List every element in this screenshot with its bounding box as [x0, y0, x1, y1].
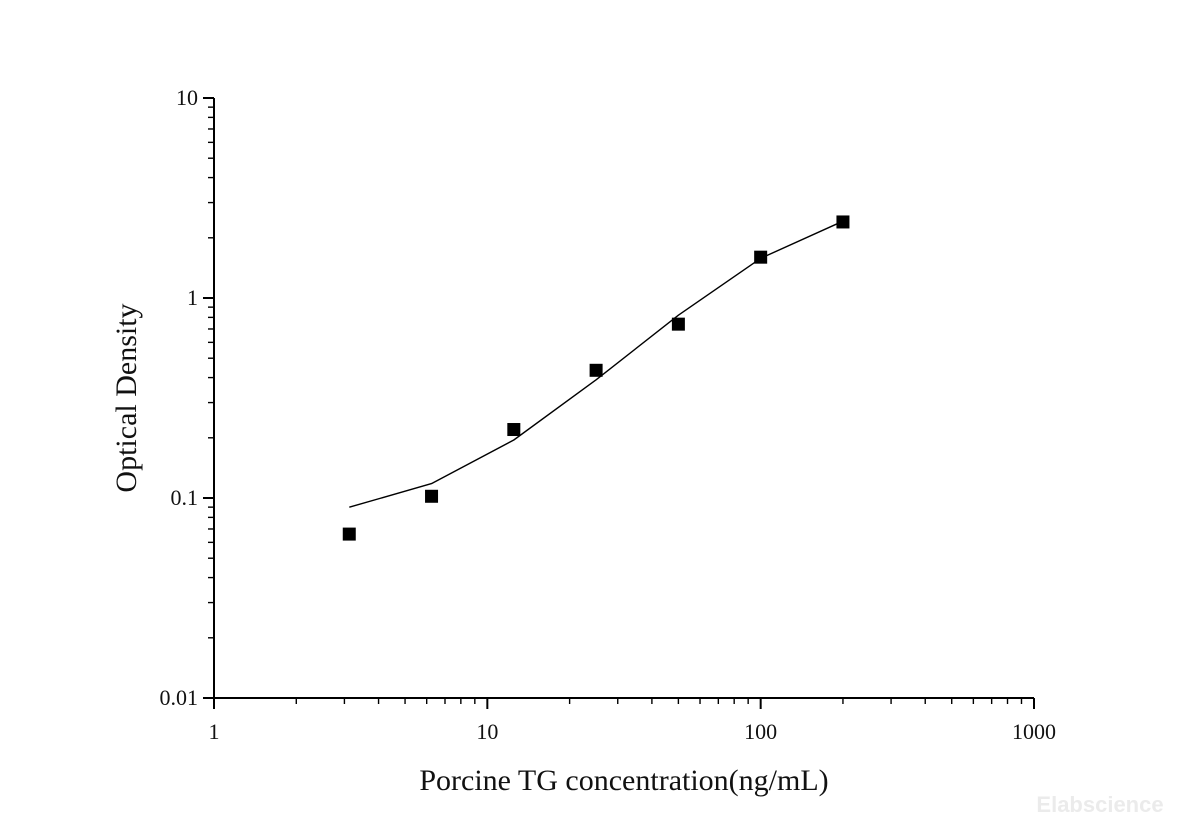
data-point-marker — [671, 317, 685, 331]
y-tick-label: 10 — [176, 85, 198, 110]
data-point-marker — [754, 250, 768, 264]
y-tick-label: 0.01 — [160, 685, 199, 710]
y-tick-label: 0.1 — [171, 485, 199, 510]
data-point-marker — [425, 489, 439, 503]
ticks: 1 10 100 1000 0.01 0.1 1 10 — [160, 85, 1057, 744]
watermark: Elabscience — [1036, 792, 1163, 817]
y-axis-title: Optical Density — [110, 303, 143, 492]
data-point-marker — [507, 423, 521, 437]
y-tick-label: 1 — [187, 285, 198, 310]
x-axis-title: Porcine TG concentration(ng/mL) — [419, 764, 828, 797]
data-point-marker — [589, 363, 603, 377]
x-tick-label: 10 — [476, 719, 498, 744]
axes — [213, 98, 1034, 699]
data-points-layer — [342, 215, 850, 541]
x-tick-label: 1000 — [1012, 719, 1056, 744]
data-point-marker — [836, 215, 850, 229]
data-point-marker — [342, 527, 356, 541]
x-tick-label: 100 — [744, 719, 777, 744]
x-tick-label: 1 — [209, 719, 220, 744]
